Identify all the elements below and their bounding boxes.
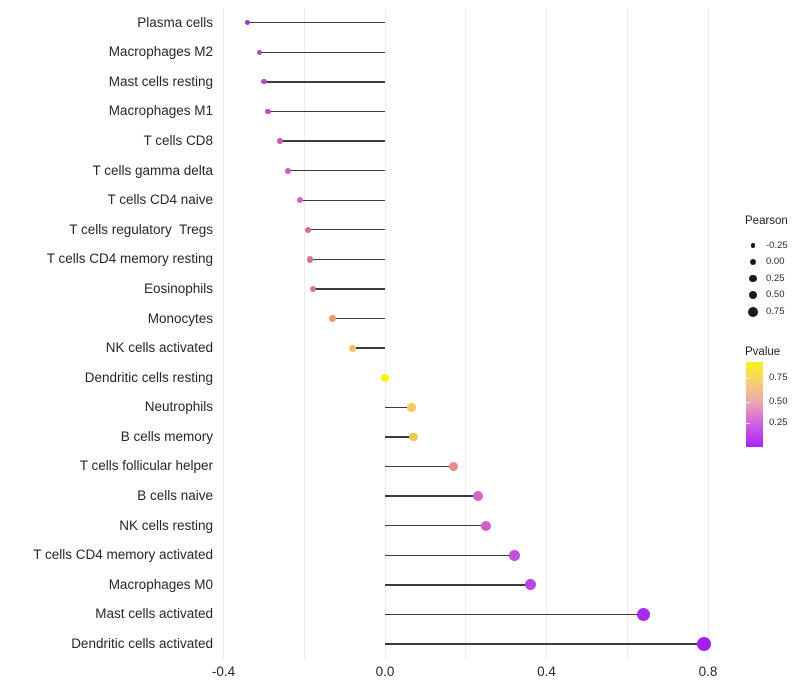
y-axis-label: Monocytes bbox=[147, 310, 213, 326]
lollipop-dot bbox=[245, 20, 251, 26]
lollipop-stem bbox=[385, 524, 486, 527]
y-axis-label: Macrophages M0 bbox=[108, 576, 213, 592]
gridline bbox=[546, 8, 547, 659]
lollipop-dot bbox=[472, 491, 483, 502]
lollipop-dot bbox=[480, 520, 491, 531]
pearson-legend-dot bbox=[749, 274, 757, 283]
lollipop-dot bbox=[305, 226, 312, 233]
y-axis-label: T cells regulatory Tregs bbox=[69, 221, 213, 237]
lollipop-dot bbox=[307, 256, 314, 263]
lollipop-stem bbox=[259, 51, 385, 53]
lollipop-dot bbox=[408, 432, 418, 442]
pearson-legend-title: Pearson bbox=[745, 215, 788, 227]
lollipop-stem bbox=[385, 495, 478, 497]
lollipop-stem bbox=[385, 465, 454, 468]
pvalue-tick-label: 0.75 bbox=[769, 372, 788, 383]
y-axis-label: Mast cells activated bbox=[95, 606, 213, 622]
y-axis-label: T cells gamma delta bbox=[92, 162, 213, 178]
y-axis-label: T cells CD4 memory resting bbox=[46, 251, 213, 267]
lollipop-stem bbox=[352, 347, 385, 349]
lollipop-dot bbox=[696, 636, 712, 652]
x-axis-tick-label: 0.4 bbox=[537, 664, 556, 679]
gridline bbox=[707, 8, 709, 659]
lollipop-dot bbox=[285, 167, 291, 174]
pearson-legend-label: 0.50 bbox=[766, 289, 785, 300]
gridline bbox=[303, 8, 305, 659]
lollipop-stem bbox=[313, 288, 385, 290]
lollipop-stem bbox=[280, 140, 385, 142]
lollipop-dot bbox=[297, 197, 304, 204]
lollipop-dot bbox=[349, 344, 357, 352]
lollipop-stem bbox=[247, 22, 385, 24]
pvalue-gradient-bar bbox=[746, 362, 763, 447]
lollipop-stem bbox=[385, 643, 704, 645]
lollipop-stem bbox=[385, 406, 412, 408]
lollipop-stem bbox=[385, 613, 644, 616]
lollipop-dot bbox=[261, 79, 267, 85]
pearson-legend-label: 0.25 bbox=[766, 272, 785, 284]
pearson-legend-label: -0.25 bbox=[766, 239, 788, 251]
pearson-legend-dot bbox=[750, 259, 756, 265]
y-axis-label: T cells CD4 memory activated bbox=[33, 547, 213, 563]
gridline bbox=[465, 8, 467, 659]
y-axis-label: T cells CD8 bbox=[143, 133, 213, 149]
lollipop-stem bbox=[263, 81, 385, 83]
y-axis-label: NK cells resting bbox=[119, 517, 213, 533]
gridline bbox=[384, 8, 386, 659]
x-axis-tick-label: 0.8 bbox=[698, 664, 718, 679]
gridline bbox=[223, 8, 224, 659]
y-axis-label: Eosinophils bbox=[143, 280, 213, 296]
y-axis-label: B cells naive bbox=[137, 488, 213, 504]
lollipop-stem bbox=[300, 199, 385, 201]
y-axis-label: T cells follicular helper bbox=[79, 458, 213, 474]
lollipop-stem bbox=[385, 584, 531, 586]
x-axis-tick-label: 0.0 bbox=[375, 664, 395, 679]
pearson-legend-dot bbox=[748, 306, 758, 317]
lollipop-stem bbox=[267, 110, 385, 113]
y-axis-label: B cells memory bbox=[120, 428, 213, 444]
pvalue-legend-title: Pvalue bbox=[745, 346, 781, 358]
lollipop-dot bbox=[524, 579, 536, 591]
y-axis-label: Plasma cells bbox=[137, 14, 213, 30]
y-axis-label: Dendritic cells resting bbox=[84, 369, 213, 385]
y-axis-label: Mast cells resting bbox=[108, 73, 213, 89]
x-axis-tick-label: -0.4 bbox=[211, 664, 236, 679]
pearson-legend-dot bbox=[750, 243, 756, 248]
pvalue-gradient-tick bbox=[746, 402, 750, 403]
pearson-legend-label: 0.00 bbox=[766, 256, 785, 267]
pvalue-gradient-tick bbox=[746, 423, 750, 424]
lollipop-dot bbox=[448, 461, 459, 472]
lollipop-dot bbox=[329, 315, 336, 322]
lollipop-dot bbox=[257, 49, 263, 55]
lollipop-stem bbox=[310, 258, 385, 261]
lollipop-stem bbox=[385, 554, 515, 556]
lollipop-dot bbox=[407, 403, 416, 412]
y-axis-label: Neutrophils bbox=[144, 399, 213, 415]
pvalue-tick-label: 0.25 bbox=[769, 417, 788, 428]
lollipop-stem bbox=[308, 229, 385, 231]
y-axis-label: T cells CD4 naive bbox=[107, 192, 213, 208]
y-axis-label: Dendritic cells activated bbox=[71, 635, 213, 651]
pearson-legend-dot bbox=[748, 290, 758, 300]
lollipop-dot bbox=[277, 138, 283, 144]
pvalue-tick-label: 0.50 bbox=[769, 396, 788, 407]
lollipop-dot bbox=[309, 285, 317, 293]
gridline bbox=[626, 8, 628, 659]
lollipop-stem bbox=[332, 317, 385, 320]
y-axis-label: Macrophages M2 bbox=[108, 44, 213, 60]
lollipop-dot bbox=[508, 549, 520, 561]
lollipop-dot bbox=[265, 108, 271, 115]
y-axis-label: NK cells activated bbox=[105, 340, 213, 356]
lollipop-stem bbox=[385, 436, 414, 438]
lollipop-dot bbox=[636, 607, 651, 622]
pearson-legend-label: 0.75 bbox=[766, 305, 785, 317]
lollipop-dot bbox=[381, 373, 389, 382]
pvalue-gradient-tick bbox=[746, 378, 750, 379]
y-axis-label: Macrophages M1 bbox=[108, 103, 213, 119]
lollipop-stem bbox=[288, 169, 385, 172]
